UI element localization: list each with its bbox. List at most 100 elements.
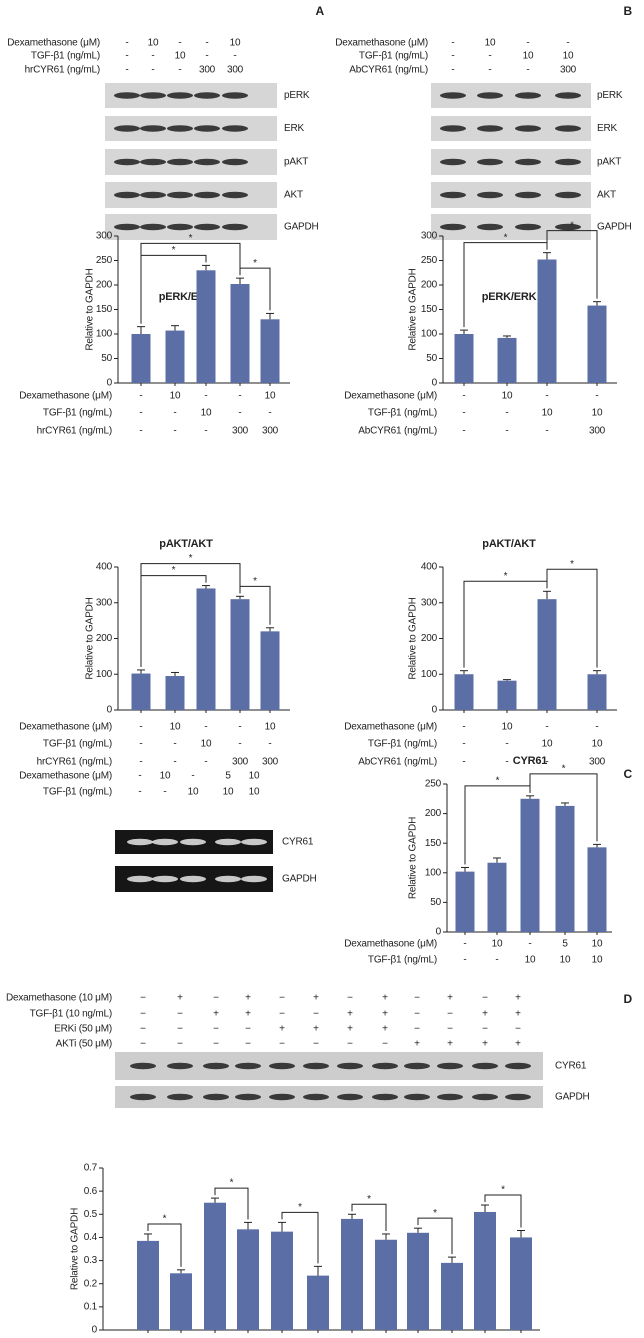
treatment-cell: −: [279, 1039, 285, 1050]
treatment-label: Dexamethasone (μM): [19, 722, 112, 733]
treatment-cell: −: [482, 993, 488, 1004]
blot-band: [440, 92, 466, 99]
treatment-cell: −: [515, 1024, 521, 1035]
treatment-cell: -: [238, 391, 241, 402]
treatment-label: TGF-β1 (10 ng/mL): [30, 1009, 112, 1020]
bar: [455, 871, 475, 932]
y-axis-label: Relative to GAPDH: [85, 597, 96, 679]
treatment-label: Dexamethasone (μM): [19, 391, 112, 402]
bar: [165, 330, 185, 383]
blot-band: [114, 223, 140, 231]
chart-title: pERK/ERK: [482, 291, 537, 303]
treatment-cell: -: [173, 757, 176, 768]
blot-band: [477, 92, 503, 99]
treatment-cell: 10: [560, 955, 571, 966]
blot-band: [152, 875, 178, 883]
significance-bracket: [351, 1203, 387, 1231]
significance-label: *: [253, 576, 257, 587]
y-tick-label: 0.6: [84, 1186, 98, 1197]
y-tick-label: 0: [107, 378, 113, 389]
y-tick-label: 50: [430, 897, 441, 908]
blot-band: [241, 838, 267, 846]
treatment-cell: 10: [201, 408, 212, 419]
treatment-cell: 10: [148, 38, 159, 49]
panel-label: B: [624, 4, 633, 18]
treatment-cell: +: [245, 993, 251, 1004]
treatment-cell: 300: [560, 65, 577, 76]
treatment-cell: −: [245, 1039, 251, 1050]
significance-bracket: [281, 1211, 319, 1264]
y-tick-label: 250: [425, 779, 442, 790]
blot-band: [140, 223, 166, 231]
blot-band: [194, 92, 220, 99]
bar: [454, 334, 474, 383]
blot-band: [167, 1062, 193, 1070]
bar: [441, 1262, 463, 1330]
blot-band: [140, 92, 166, 99]
treatment-cell: -: [138, 771, 141, 782]
bar: [487, 862, 507, 932]
band-label: GAPDH: [555, 1092, 590, 1103]
treatment-cell: -: [205, 38, 208, 49]
treatment-cell: -: [495, 955, 498, 966]
treatment-cell: -: [238, 408, 241, 419]
treatment-cell: 10: [170, 391, 181, 402]
treatment-cell: 10: [223, 787, 234, 798]
y-tick-label: 150: [96, 304, 113, 315]
treatment-cell: -: [463, 939, 466, 950]
treatment-cell: 300: [262, 426, 279, 437]
treatment-cell: -: [125, 38, 128, 49]
blot-band: [194, 125, 220, 132]
treatment-cell: +: [213, 1009, 219, 1020]
bar: [510, 1237, 532, 1330]
treatment-cell: −: [140, 1024, 146, 1035]
significance-bracket: [463, 242, 548, 328]
significance-label: *: [253, 258, 257, 269]
treatment-cell: -: [451, 38, 454, 49]
treatment-cell: -: [462, 739, 465, 750]
significance-label: *: [230, 1178, 234, 1189]
treatment-cell: 5: [225, 771, 231, 782]
y-tick-label: 300: [421, 231, 438, 242]
blot-band: [555, 223, 581, 231]
significance-label: *: [189, 553, 193, 564]
significance-label: *: [504, 571, 508, 582]
significance-label: *: [562, 763, 566, 774]
treatment-cell: −: [414, 1024, 420, 1035]
panel-label: D: [624, 992, 633, 1006]
y-axis-label: Relative to GAPDH: [85, 268, 96, 350]
blot-band: [215, 838, 241, 846]
treatment-cell: 300: [232, 426, 249, 437]
band-label: AKT: [597, 190, 616, 201]
blot-band: [130, 1093, 156, 1101]
y-tick-label: 250: [96, 255, 113, 266]
bar: [474, 1211, 496, 1330]
treatment-cell: −: [213, 993, 219, 1004]
treatment-label: Dexamethasone (μM): [344, 722, 437, 733]
treatment-label: Dexamethasone (μM): [7, 38, 100, 49]
treatment-cell: +: [313, 993, 319, 1004]
treatment-cell: −: [313, 1039, 319, 1050]
blot-band: [555, 92, 581, 99]
bar: [587, 305, 607, 383]
treatment-label: AbCYR61 (ng/mL): [358, 426, 437, 437]
blot-band: [440, 223, 466, 231]
treatment-cell: -: [505, 426, 508, 437]
y-tick-label: 300: [96, 231, 113, 242]
treatment-cell: -: [138, 787, 141, 798]
y-tick-label: 0.4: [84, 1232, 98, 1243]
bar: [537, 599, 557, 710]
treatment-cell: -: [125, 51, 128, 62]
blot-band: [167, 92, 193, 99]
significance-bracket: [239, 585, 271, 625]
treatment-cell: 10: [592, 955, 603, 966]
treatment-cell: -: [238, 722, 241, 733]
treatment-cell: -: [545, 426, 548, 437]
treatment-cell: 10: [170, 722, 181, 733]
y-tick-label: 0: [107, 705, 113, 716]
significance-label: *: [163, 1214, 167, 1225]
treatment-cell: 10: [525, 955, 536, 966]
y-tick-label: 200: [96, 280, 113, 291]
treatment-cell: -: [545, 722, 548, 733]
